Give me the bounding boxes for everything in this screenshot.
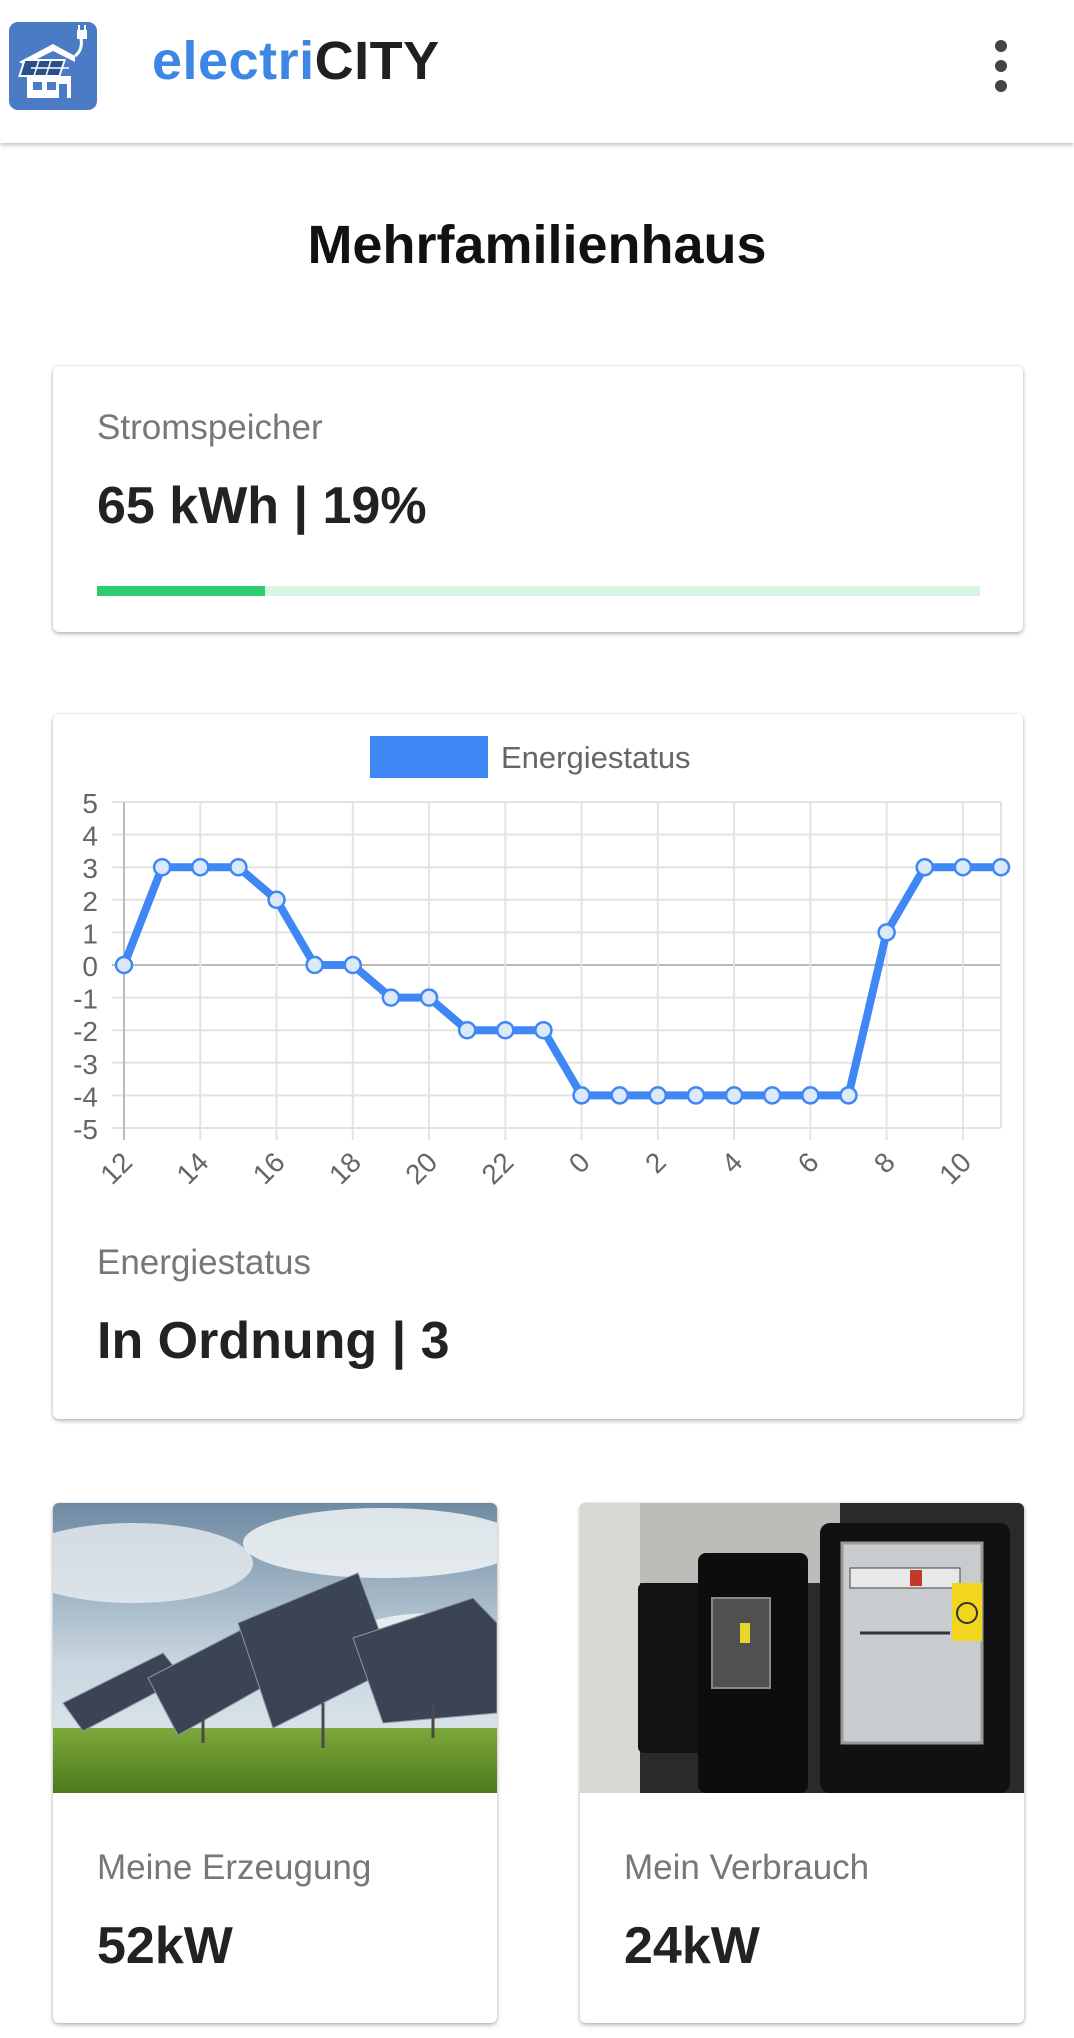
- generation-value: 52kW: [97, 1917, 233, 1975]
- x-tick-label: 6: [792, 1146, 825, 1179]
- data-point: [114, 955, 134, 975]
- more-vert-icon[interactable]: [976, 30, 1026, 102]
- data-point: [839, 1086, 858, 1105]
- x-tick-label: 22: [476, 1146, 520, 1190]
- x-tick-label: 20: [399, 1146, 443, 1190]
- app-title-part2: CITY: [314, 31, 440, 91]
- consumption-card[interactable]: [580, 1503, 1024, 2023]
- data-point: [457, 1020, 477, 1040]
- y-tick-label: 5: [82, 788, 98, 819]
- x-tick-label: 0: [563, 1146, 596, 1179]
- storage-progress-bar: [97, 586, 980, 596]
- storage-label: Stromspeicher: [97, 408, 323, 447]
- generation-label: Meine Erzeugung: [97, 1848, 372, 1887]
- data-point: [686, 1086, 706, 1105]
- y-tick-label: 1: [82, 918, 98, 949]
- data-point: [191, 857, 210, 877]
- data-point: [229, 857, 248, 877]
- y-tick-label: -5: [73, 1114, 98, 1145]
- data-point: [343, 955, 363, 975]
- electricity-meters-photo: [580, 1503, 1024, 1793]
- app-bar: electriCITY: [0, 0, 1074, 143]
- data-point: [953, 857, 973, 877]
- energy-chart-card: [53, 714, 1023, 1419]
- energy-series-line: [120, 863, 1005, 1100]
- y-tick-label: 3: [82, 853, 98, 884]
- data-point: [419, 988, 439, 1007]
- generation-card[interactable]: [53, 1503, 497, 2023]
- x-tick-label: 2: [639, 1146, 672, 1179]
- page-title: Mehrfamilienhaus: [307, 215, 767, 275]
- y-tick-label: 2: [82, 886, 98, 917]
- x-tick-label: 16: [247, 1146, 291, 1190]
- data-point: [915, 857, 934, 877]
- data-point: [381, 988, 401, 1007]
- y-tick-label: 4: [82, 821, 98, 852]
- data-point: [801, 1086, 820, 1105]
- data-point: [152, 857, 172, 877]
- x-tick-label: 4: [715, 1146, 748, 1179]
- data-point: [724, 1086, 744, 1105]
- storage-value: 65 kWh | 19%: [97, 477, 427, 535]
- app-title: electriCITY: [152, 30, 440, 92]
- data-point: [762, 1086, 782, 1105]
- y-tick-label: -2: [73, 1016, 98, 1047]
- y-tick-label: -1: [73, 984, 98, 1015]
- data-point: [305, 955, 324, 975]
- data-point: [572, 1086, 591, 1105]
- x-tick-label: 14: [171, 1146, 215, 1190]
- data-point: [648, 1086, 668, 1105]
- storage-progress-fill: [97, 586, 265, 596]
- x-tick-label: 12: [94, 1146, 138, 1190]
- x-tick-label: 10: [933, 1146, 977, 1190]
- data-point: [496, 1020, 515, 1040]
- data-point: [877, 923, 896, 942]
- energy-value: In Ordnung | 3: [97, 1312, 450, 1370]
- y-tick-label: 0: [82, 951, 98, 982]
- data-point: [991, 857, 1011, 877]
- energy-label: Energiestatus: [97, 1243, 312, 1282]
- app-title-part1: electri: [152, 31, 315, 91]
- x-tick-label: 8: [868, 1146, 901, 1179]
- consumption-value: 24kW: [624, 1917, 760, 1975]
- legend-label: Energiestatus: [501, 740, 691, 775]
- solar-panels-photo: [53, 1503, 497, 1793]
- legend-swatch: [370, 736, 488, 778]
- consumption-label: Mein Verbrauch: [624, 1848, 870, 1887]
- data-point: [267, 890, 286, 910]
- x-tick-label: 18: [323, 1146, 367, 1190]
- y-tick-label: -3: [73, 1049, 98, 1080]
- data-point: [534, 1020, 553, 1040]
- data-point: [610, 1086, 629, 1105]
- solar-house-logo-icon[interactable]: [9, 22, 97, 110]
- y-tick-label: -4: [73, 1081, 98, 1112]
